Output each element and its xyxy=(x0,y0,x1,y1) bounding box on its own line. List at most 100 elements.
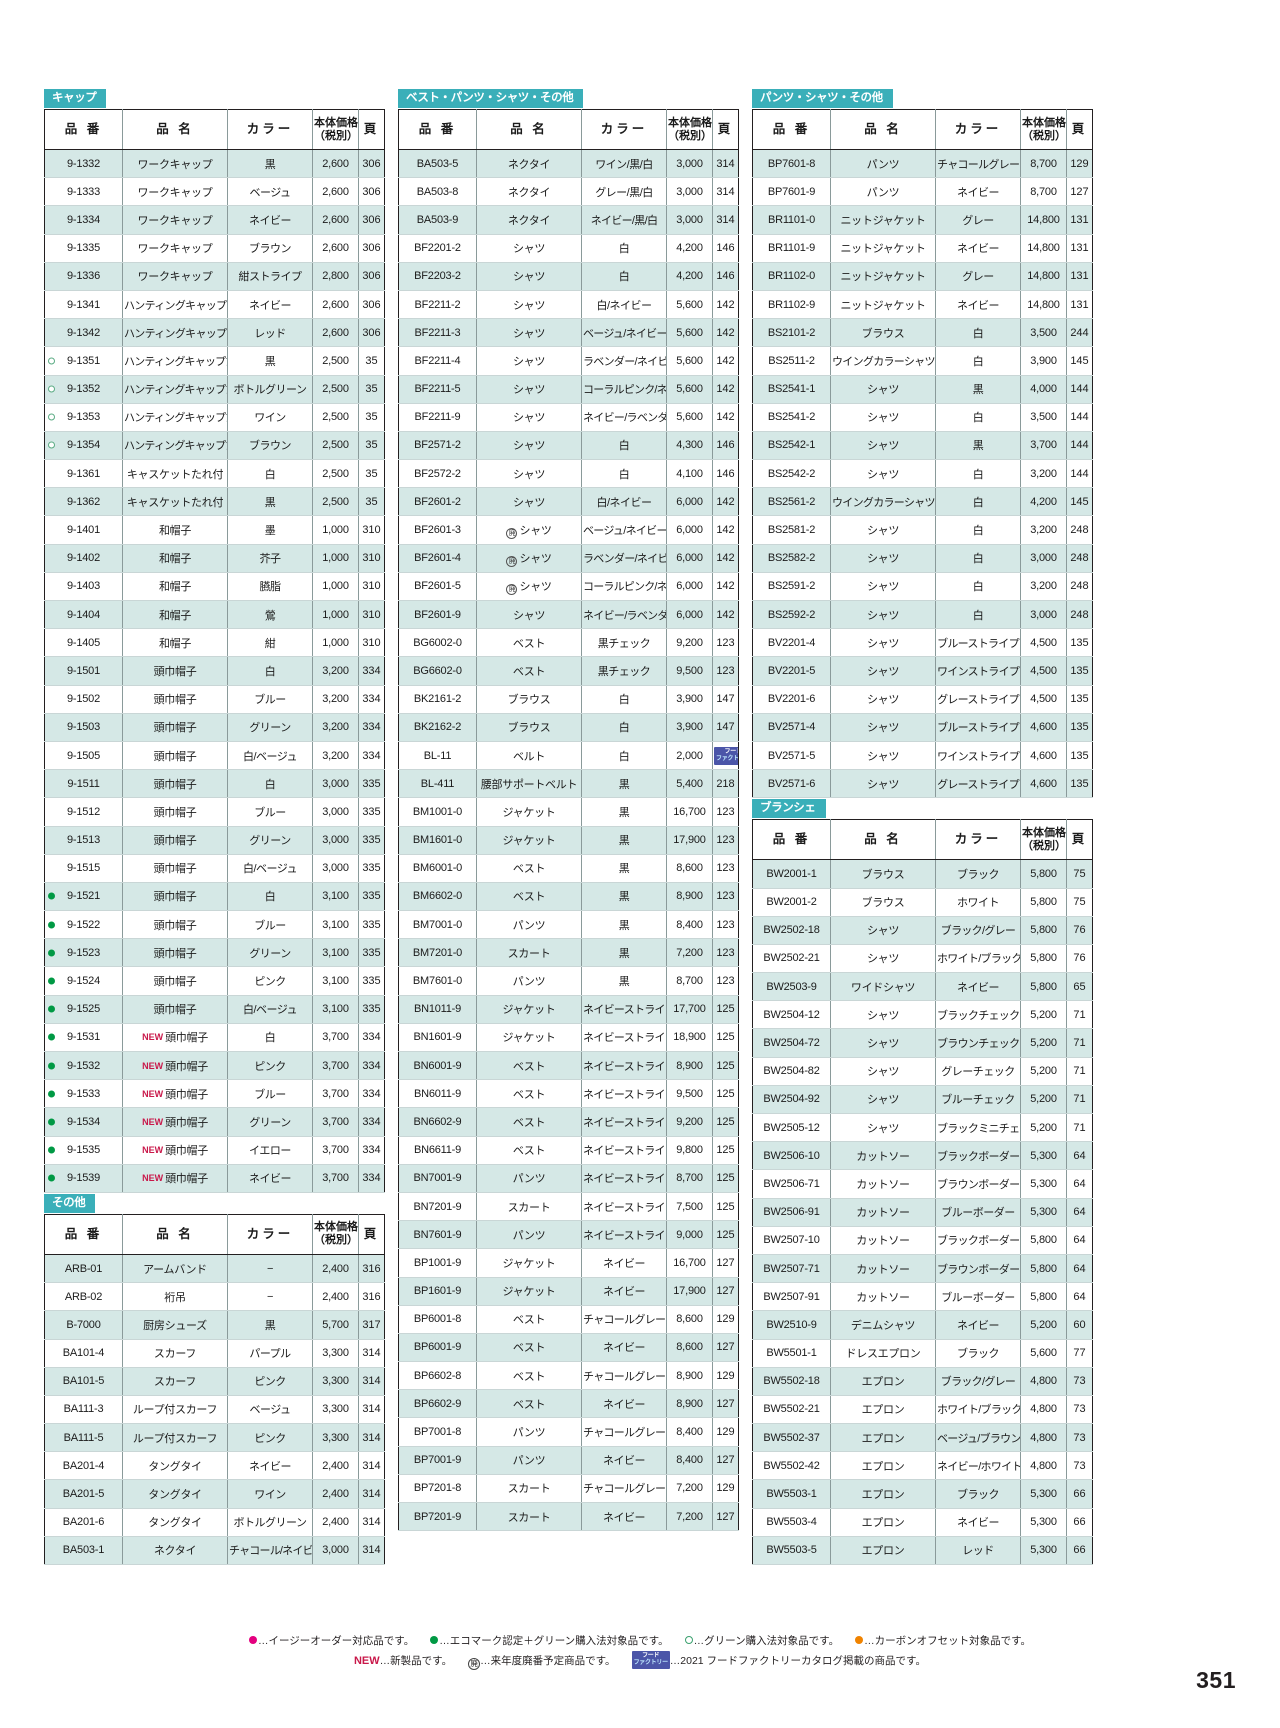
table-row[interactable]: BF2203-2 シャツ白 4,200 146 xyxy=(398,261,739,291)
table-row[interactable]: BS2561-2 ウイングカラーシャツ白 4,200 145 xyxy=(752,487,1093,517)
table-row[interactable]: BG6602-0 ベスト 黒チェック 9,500 123 xyxy=(398,656,739,686)
table-row[interactable]: BM7601-0 パンツ黒 8,700 123 xyxy=(398,966,739,996)
table-row[interactable]: BV2201-6 シャツ グレーストライプ 4,500 135 xyxy=(752,684,1093,714)
table-row[interactable]: BA101-4 スカーフ パープル 3,300 314 xyxy=(44,1338,385,1368)
table-row[interactable]: BW5501-1 ドレスエプロン ブラック 5,600 77 xyxy=(752,1338,1093,1368)
table-row[interactable]: BW5503-1 エプロン ブラック 5,300 66 xyxy=(752,1479,1093,1509)
table-row[interactable]: 9-1515 頭巾帽子 白/ベージュ 3,000 335 xyxy=(44,853,385,883)
table-row[interactable]: BS2591-2 シャツ白 3,200 248 xyxy=(752,571,1093,602)
table-row[interactable]: 9-1532 NEW 頭巾帽子 ピンク 3,700 334 xyxy=(44,1050,385,1081)
table-row[interactable]: BN7601-9 パンツ ネイビーストライプ 9,000 125 xyxy=(398,1220,739,1250)
table-row[interactable]: BW2504-82 シャツ グレーチェック 5,200 71 xyxy=(752,1056,1093,1086)
table-row[interactable]: 9-1336 ワークキャップ 紺ストライプ 2,800 306 xyxy=(44,261,385,291)
table-row[interactable]: BA101-5 スカーフ ピンク 3,300 314 xyxy=(44,1366,385,1396)
table-row[interactable]: BP7001-9 パンツ ネイビー 8,400 127 xyxy=(398,1445,739,1475)
table-row[interactable]: BP7001-8 パンツ チャコールグレー 8,400 129 xyxy=(398,1417,739,1447)
table-row[interactable]: 9-1513 頭巾帽子 グリーン 3,000 335 xyxy=(44,825,385,855)
table-row[interactable]: BV2571-4 シャツ ブルーストライプ 4,600 135 xyxy=(752,712,1093,742)
table-row[interactable]: 9-1523 頭巾帽子 グリーン 3,100 335 xyxy=(44,938,385,968)
table-row[interactable]: BV2201-5 シャツ ワインストライプ 4,500 135 xyxy=(752,656,1093,686)
table-row[interactable]: BM6602-0 ベスト黒 8,900 123 xyxy=(398,881,739,912)
table-row[interactable]: 9-1404 和帽子鶯 1,000 310 xyxy=(44,599,385,630)
table-row[interactable]: 9-1501 頭巾帽子白 3,200 334 xyxy=(44,656,385,686)
table-row[interactable]: 9-1341 ハンティングキャップ ネイビー 2,600 306 xyxy=(44,289,385,320)
table-row[interactable]: BW2502-18 シャツ ブラック/グレー 5,800 76 xyxy=(752,915,1093,945)
table-row[interactable]: BN6011-9 ベスト ネイビーストライプ 9,500 125 xyxy=(398,1079,739,1109)
table-row[interactable]: BW2504-12 シャツ ブラックチェック 5,200 71 xyxy=(752,1000,1093,1030)
table-row[interactable]: BA111-5 ループ付スカーフ ピンク 3,300 314 xyxy=(44,1423,385,1453)
table-row[interactable]: B-7000 厨房シューズ黒 5,700 317 xyxy=(44,1310,385,1340)
table-row[interactable]: BS2581-2 シャツ白 3,200 248 xyxy=(752,515,1093,545)
table-row[interactable]: 9-1333 ワークキャップ ベージュ 2,600 306 xyxy=(44,177,385,207)
table-row[interactable]: BF2201-2 シャツ白 4,200 146 xyxy=(398,233,739,263)
table-row[interactable]: BF2601-2 シャツ 白/ネイビー 6,000 142 xyxy=(398,487,739,517)
table-row[interactable]: BS2542-2 シャツ白 3,200 144 xyxy=(752,459,1093,489)
table-row[interactable]: ARB-02 裄吊 −2,400 316 xyxy=(44,1282,385,1312)
table-row[interactable]: BW2502-21 シャツ ホワイト/ブラック 5,800 76 xyxy=(752,943,1093,974)
table-row[interactable]: 9-1405 和帽子紺 1,000 310 xyxy=(44,628,385,658)
table-row[interactable]: BV2571-6 シャツ グレーストライプ 4,600 135 xyxy=(752,769,1093,799)
table-row[interactable]: BW5502-37 エプロン ベージュ/ブラウン 4,800 73 xyxy=(752,1423,1093,1453)
table-row[interactable]: BK2162-2 ブラウス白 3,900 147 xyxy=(398,712,739,742)
table-row[interactable]: 9-1534 NEW 頭巾帽子 グリーン 3,700 334 xyxy=(44,1107,385,1137)
table-row[interactable]: BF2211-3 シャツ ベージュ/ネイビー 5,600 142 xyxy=(398,318,739,348)
table-row[interactable]: BS2101-2 ブラウス白 3,500 244 xyxy=(752,318,1093,348)
table-row[interactable]: 9-1522 頭巾帽子 ブルー 3,100 335 xyxy=(44,910,385,940)
table-row[interactable]: BP1001-9 ジャケット ネイビー 16,700 127 xyxy=(398,1248,739,1278)
table-row[interactable]: BA201-4 タングタイ ネイビー 2,400 314 xyxy=(44,1451,385,1481)
table-row[interactable]: BR1102-9 ニットジャケット ネイビー 14,800 131 xyxy=(752,289,1093,320)
table-row[interactable]: BN6001-9 ベスト ネイビーストライプ 8,900 125 xyxy=(398,1050,739,1081)
table-row[interactable]: 9-1524 頭巾帽子 ピンク 3,100 335 xyxy=(44,966,385,996)
table-row[interactable]: 9-1521 頭巾帽子白 3,100 335 xyxy=(44,881,385,912)
table-row[interactable]: BS2541-2 シャツ白 3,500 144 xyxy=(752,402,1093,432)
table-row[interactable]: BP7601-8 パンツ チャコールグレー 8,700 129 xyxy=(752,148,1093,179)
table-row[interactable]: BA201-5 タングタイ ワイン 2,400 314 xyxy=(44,1479,385,1509)
table-row[interactable]: 9-1525 頭巾帽子 白/ベージュ 3,100 335 xyxy=(44,994,385,1024)
table-row[interactable]: BV2571-5 シャツ ワインストライプ 4,600 135 xyxy=(752,740,1093,771)
table-row[interactable]: BW5502-21 エプロン ホワイト/ブラック 4,800 73 xyxy=(752,1394,1093,1425)
table-row[interactable]: 9-1531 NEW 頭巾帽子白 3,700 334 xyxy=(44,1022,385,1053)
table-row[interactable]: 9-1332 ワークキャップ黒 2,600 306 xyxy=(44,148,385,179)
table-row[interactable]: BF2572-2 シャツ白 4,100 146 xyxy=(398,459,739,489)
table-row[interactable]: 9-1505 頭巾帽子 白/ベージュ 3,200 334 xyxy=(44,740,385,771)
table-row[interactable]: BW2001-1 ブラウス ブラック 5,800 75 xyxy=(752,859,1093,889)
table-row[interactable]: BW2506-91 カットソー ブルーボーダー 5,300 64 xyxy=(752,1197,1093,1227)
table-row[interactable]: 9-1362 キャスケットたれ付黒 2,500 35 xyxy=(44,487,385,517)
table-row[interactable]: BW5503-5 エプロン レッド 5,300 66 xyxy=(752,1535,1093,1566)
table-row[interactable]: 9-1402 和帽子 芥子 1,000 310 xyxy=(44,543,385,573)
table-row[interactable]: BW2506-71 カットソー ブラウンボーダー 5,300 64 xyxy=(752,1169,1093,1199)
table-row[interactable]: BA201-6 タングタイ ボトルグリーン 2,400 314 xyxy=(44,1507,385,1537)
table-row[interactable]: BP6602-9 ベスト ネイビー 8,900 127 xyxy=(398,1389,739,1419)
table-row[interactable]: BW5502-42 エプロン ネイビー/ホワイト 4,800 73 xyxy=(752,1451,1093,1481)
table-row[interactable]: BV2201-4 シャツ ブルーストライプ 4,500 135 xyxy=(752,628,1093,658)
table-row[interactable]: BN6602-9 ベスト ネイビーストライプ 9,200 125 xyxy=(398,1107,739,1137)
table-row[interactable]: 9-1511 頭巾帽子白 3,000 335 xyxy=(44,769,385,799)
table-row[interactable]: BS2541-1 シャツ黒 4,000 144 xyxy=(752,374,1093,404)
table-row[interactable]: BP6001-8 ベスト チャコールグレー 8,600 129 xyxy=(398,1304,739,1334)
table-row[interactable]: BR1102-0 ニットジャケット グレー 14,800 131 xyxy=(752,261,1093,291)
table-row[interactable]: 9-1342 ハンティングキャップ レッド 2,600 306 xyxy=(44,318,385,348)
table-row[interactable]: BN1011-9 ジャケット ネイビーストライプ 17,700 125 xyxy=(398,994,739,1024)
table-row[interactable]: BG6002-0 ベスト 黒チェック 9,200 123 xyxy=(398,628,739,658)
table-row[interactable]: BF2571-2 シャツ白 4,300 146 xyxy=(398,430,739,461)
table-row[interactable]: BR1101-9 ニットジャケット ネイビー 14,800 131 xyxy=(752,233,1093,263)
table-row[interactable]: BW2506-10 カットソー ブラックボーダー 5,300 64 xyxy=(752,1141,1093,1171)
table-row[interactable]: BN1601-9 ジャケット ネイビーストライプ 18,900 125 xyxy=(398,1022,739,1053)
table-row[interactable]: BP7201-8 スカート チャコールグレー 7,200 129 xyxy=(398,1473,739,1504)
table-row[interactable]: BS2582-2 シャツ白 3,000 248 xyxy=(752,543,1093,573)
table-row[interactable]: BM1001-0 ジャケット黒 16,700 123 xyxy=(398,797,739,827)
table-row[interactable]: BW5503-4 エプロン ネイビー 5,300 66 xyxy=(752,1507,1093,1537)
table-row[interactable]: BN6611-9 ベスト ネイビーストライプ 9,800 125 xyxy=(398,1135,739,1165)
table-row[interactable]: BM1601-0 ジャケット黒 17,900 123 xyxy=(398,825,739,855)
table-row[interactable]: BW2507-91 カットソー ブルーボーダー 5,800 64 xyxy=(752,1282,1093,1312)
table-row[interactable]: BN7001-9 パンツ ネイビーストライプ 8,700 125 xyxy=(398,1163,739,1193)
